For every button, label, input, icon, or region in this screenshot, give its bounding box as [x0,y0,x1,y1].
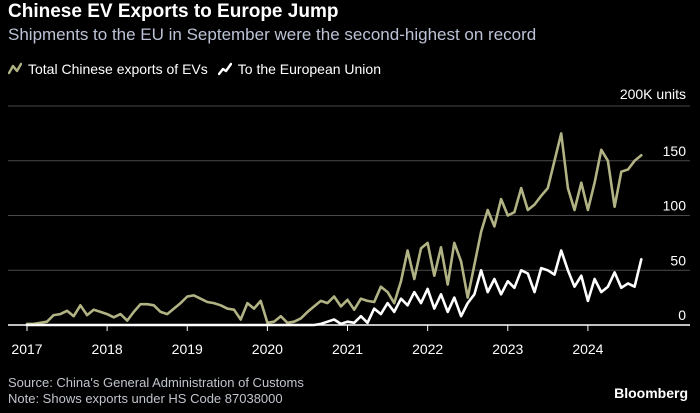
y-tick-label: 100 [663,198,687,214]
bloomberg-logo: Bloomberg [614,385,688,401]
x-tick-label: 2020 [252,341,283,357]
source-text: Source: China's General Administration o… [8,375,304,390]
legend-item-eu: To the European Union [217,61,381,77]
y-axis-labels: 0 50 100 150 [663,143,687,323]
y-tick-label: 150 [663,143,687,159]
x-tick-label: 2023 [492,341,523,357]
chart-subtitle: Shipments to the EU in September were th… [8,25,537,44]
y-tick-label: 50 [670,252,686,268]
x-tick-label: 2019 [172,341,203,357]
chart-legend: Total Chinese exports of EVs To the Euro… [8,60,391,78]
chart-source: Source: China's General Administration o… [8,375,304,407]
grid-lines [8,105,690,271]
legend-swatch-eu [217,62,232,76]
series-lines [25,132,643,327]
chart-title: Chinese EV Exports to Europe Jump [8,1,339,22]
series-line-total-exports [25,132,643,326]
y-tick-label: 0 [678,307,686,323]
x-tick-label: 2021 [332,341,363,357]
x-axis-ticks: 2017 2018 2019 2020 2021 2022 2023 2024 [11,325,604,357]
x-tick-label: 2024 [572,341,603,357]
legend-label-eu: To the European Union [237,61,381,77]
y-axis-unit-label: 200K units [620,86,686,102]
note-text: Note: Shows exports under HS Code 870380… [8,391,283,406]
x-tick-label: 2018 [92,341,123,357]
x-tick-label: 2017 [11,341,42,357]
legend-item-total: Total Chinese exports of EVs [8,61,208,77]
x-tick-label: 2022 [412,341,443,357]
legend-label-total: Total Chinese exports of EVs [28,61,208,77]
legend-swatch-total [8,62,22,75]
